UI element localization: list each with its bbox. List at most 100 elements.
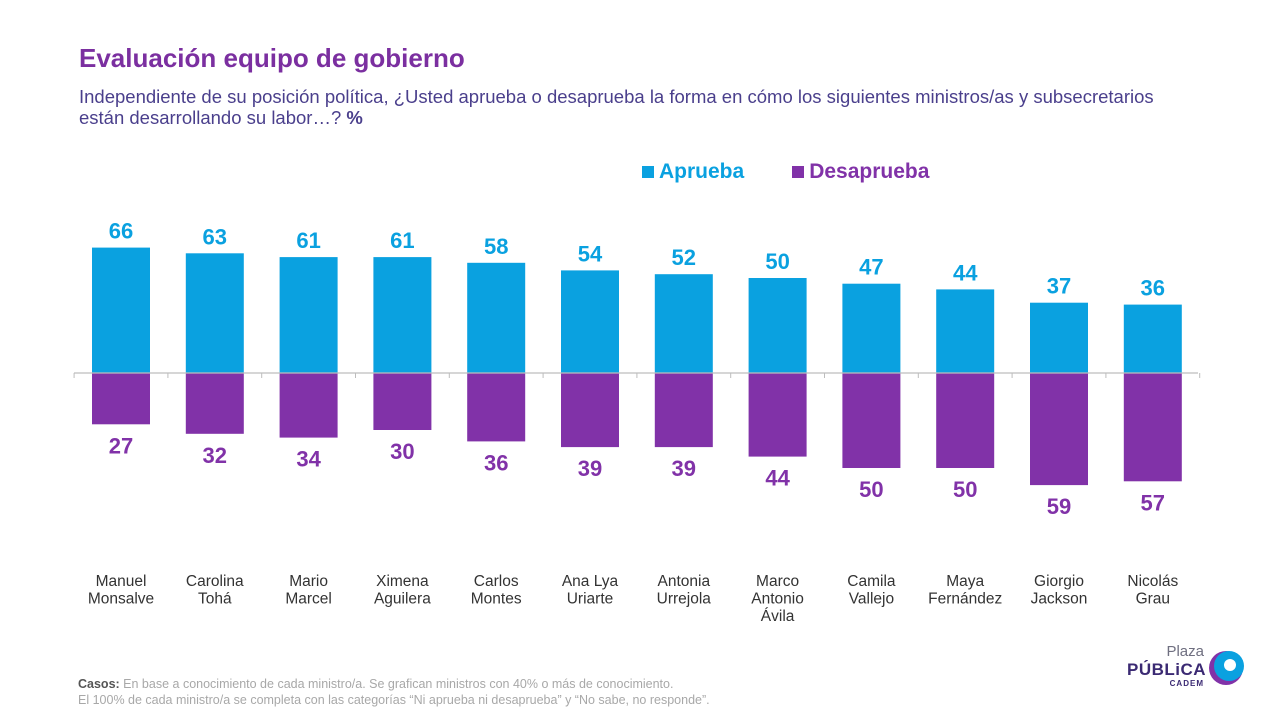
data-label-aprueba: 44 xyxy=(953,260,978,285)
bar-aprueba xyxy=(936,289,995,373)
chart-subtitle: Independiente de su posición política, ¿… xyxy=(79,86,1199,128)
subtitle-question: Independiente de su posición política, ¿… xyxy=(79,86,1154,128)
bar-aprueba xyxy=(92,247,150,373)
logo-text-cadem: CADEM xyxy=(1169,679,1204,688)
category-label-line: Camila xyxy=(847,573,896,590)
data-label-desaprueba: 39 xyxy=(578,456,602,481)
category-label-line: Ximena xyxy=(376,573,429,590)
subtitle-unit: % xyxy=(346,107,363,128)
chart-legend: Aprueba Desaprueba xyxy=(642,160,929,184)
category-label-line: Antonio xyxy=(751,591,804,608)
bar-desaprueba xyxy=(467,373,526,442)
bar-desaprueba xyxy=(92,373,150,425)
data-label-desaprueba: 32 xyxy=(203,443,227,468)
logo-text-plaza: Plaza xyxy=(1166,643,1204,660)
data-label-desaprueba: 50 xyxy=(953,477,977,502)
category-label: Ximena Aguilera xyxy=(374,573,431,608)
bar-desaprueba xyxy=(185,373,244,434)
data-label-aprueba: 63 xyxy=(203,224,227,249)
data-label-desaprueba: 34 xyxy=(296,447,321,472)
category-label-line: Marcel xyxy=(285,591,332,608)
category-label-line: Ana Lya xyxy=(562,573,619,590)
logo-text-publica: PÚBLiCA xyxy=(1127,660,1207,679)
category-label-line: Maya xyxy=(946,573,984,590)
category-label: Giorgio Jackson xyxy=(1031,573,1088,608)
category-label-line: Fernández xyxy=(928,591,1002,608)
data-label-aprueba: 50 xyxy=(765,249,789,274)
category-label-line: Giorgio xyxy=(1034,573,1084,590)
data-label-aprueba: 66 xyxy=(109,219,133,244)
legend-label-aprueba: Aprueba xyxy=(659,160,745,183)
category-label: Camila Vallejo xyxy=(847,573,896,608)
bar-aprueba xyxy=(561,270,619,373)
category-label-line: Antonia xyxy=(658,573,711,590)
category-label: Manuel Monsalve xyxy=(88,573,154,608)
data-label-aprueba: 47 xyxy=(859,255,883,280)
category-label-line: Manuel xyxy=(96,573,147,590)
category-label-line: Carlos xyxy=(474,573,519,590)
bar-desaprueba xyxy=(748,373,807,457)
category-label-line: Tohá xyxy=(198,591,232,608)
category-label: Nicolás Grau xyxy=(1127,573,1178,608)
category-label: Marco Antonio Ávila xyxy=(751,573,804,625)
bar-desaprueba xyxy=(1123,373,1182,482)
data-label-desaprueba: 36 xyxy=(484,450,508,475)
chart-title: Evaluación equipo de gobierno xyxy=(79,43,465,73)
data-label-aprueba: 37 xyxy=(1047,274,1071,299)
data-label-desaprueba: 39 xyxy=(672,456,696,481)
category-label-line: Urrejola xyxy=(657,591,712,608)
data-label-aprueba: 54 xyxy=(578,241,603,266)
category-label-line: Marco xyxy=(756,573,799,590)
legend-item-desaprueba: Desaprueba xyxy=(792,160,929,184)
bar-aprueba xyxy=(1123,304,1182,373)
bar-aprueba xyxy=(373,257,432,373)
bar-aprueba xyxy=(185,253,244,373)
bar-aprueba xyxy=(654,274,713,373)
data-label-aprueba: 58 xyxy=(484,234,508,259)
plaza-publica-logo xyxy=(1209,651,1244,685)
category-label-line: Ávila xyxy=(761,608,795,625)
category-label: Carolina Tohá xyxy=(186,573,244,608)
bar-desaprueba xyxy=(561,373,619,448)
category-label: Ana Lya Uriarte xyxy=(562,573,619,608)
data-label-desaprueba: 50 xyxy=(859,477,883,502)
bar-aprueba xyxy=(467,262,526,373)
category-label: Maya Fernández xyxy=(928,573,1002,608)
category-label-line: Montes xyxy=(471,591,522,608)
bar-aprueba xyxy=(842,283,901,373)
legend-item-aprueba: Aprueba xyxy=(642,160,744,184)
bar-desaprueba xyxy=(279,373,338,438)
bar-aprueba xyxy=(279,257,338,373)
data-label-desaprueba: 44 xyxy=(765,466,790,491)
bar-desaprueba xyxy=(1030,373,1088,486)
data-label-desaprueba: 27 xyxy=(109,433,133,458)
category-label-line: Monsalve xyxy=(88,591,154,608)
category-label-line: Nicolás xyxy=(1127,573,1178,590)
bar-desaprueba xyxy=(936,373,995,468)
bar-desaprueba xyxy=(373,373,432,430)
category-label-line: Jackson xyxy=(1031,591,1088,608)
category-label: Carlos Montes xyxy=(471,573,522,608)
category-label-line: Uriarte xyxy=(567,591,614,608)
category-label: Antonia Urrejola xyxy=(657,573,712,608)
legend-label-desaprueba: Desaprueba xyxy=(809,160,930,183)
footer-line-2: El 100% de cada ministro/a se completa c… xyxy=(78,693,710,707)
data-label-aprueba: 36 xyxy=(1141,276,1165,301)
footer-casos-text: En base a conocimiento de cada ministro/… xyxy=(123,677,674,691)
legend-swatch-desaprueba xyxy=(792,166,805,178)
footer-note: Casos: En base a conocimiento de cada mi… xyxy=(78,676,710,708)
data-label-aprueba: 61 xyxy=(390,228,414,253)
category-label-line: Grau xyxy=(1136,591,1170,608)
category-label: Mario Marcel xyxy=(285,573,332,608)
logo-mark-hole xyxy=(1224,659,1236,671)
data-label-aprueba: 61 xyxy=(296,228,320,253)
bar-desaprueba xyxy=(842,373,901,468)
bar-aprueba xyxy=(1030,302,1088,373)
footer-line-1: Casos: En base a conocimiento de cada mi… xyxy=(78,676,710,692)
footer-casos-label: Casos: xyxy=(78,677,120,691)
data-label-desaprueba: 30 xyxy=(390,439,414,464)
data-label-desaprueba: 59 xyxy=(1047,494,1071,519)
bar-desaprueba xyxy=(654,373,713,448)
category-label-line: Vallejo xyxy=(849,591,894,608)
